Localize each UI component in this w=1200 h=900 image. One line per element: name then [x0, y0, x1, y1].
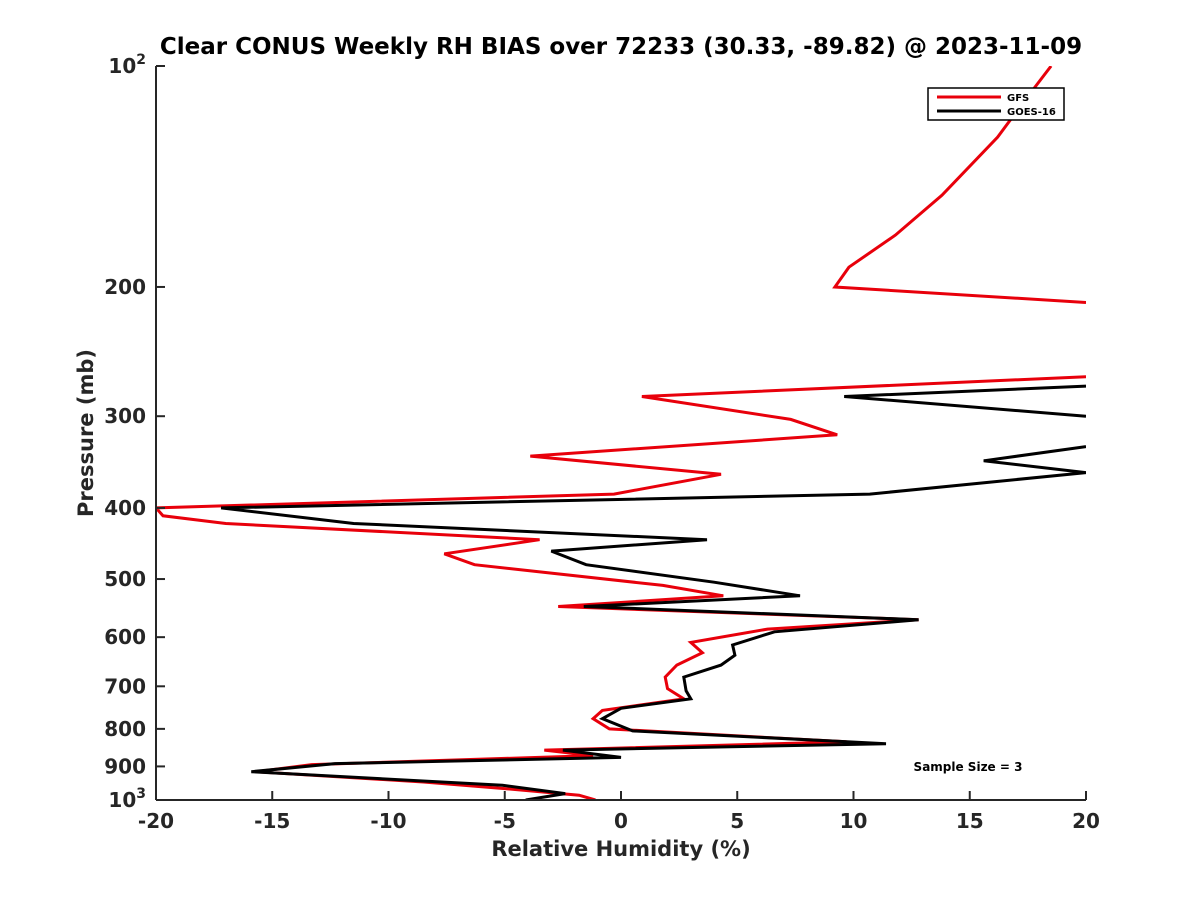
legend: GFS GOES-16 — [927, 87, 1065, 121]
legend-label: GOES-16 — [1007, 107, 1056, 118]
x-tick-label: 15 — [956, 809, 984, 833]
y-tick-label: 700 — [104, 674, 146, 698]
y-tick-label: 800 — [104, 717, 146, 741]
x-tick-label: 10 — [840, 809, 868, 833]
x-tick-label: 5 — [730, 809, 744, 833]
legend-label: GFS — [1007, 93, 1029, 104]
x-tick-label: -10 — [370, 809, 406, 833]
sample-size-annotation: Sample Size = 3 — [914, 760, 1023, 774]
y-tick-label: 102 — [108, 52, 146, 78]
series-line-gfs — [156, 66, 1086, 800]
y-tick-label: 200 — [104, 275, 146, 299]
chart-title: Clear CONUS Weekly RH BIAS over 72233 (3… — [160, 34, 1082, 60]
y-tick-label: 900 — [104, 754, 146, 778]
y-tick-label: 600 — [104, 625, 146, 649]
x-tick-label: -5 — [494, 809, 516, 833]
x-tick-label: -20 — [138, 809, 174, 833]
y-tick-label: 300 — [104, 404, 146, 428]
y-tick-label: 103 — [108, 786, 146, 812]
axes-layer — [155, 65, 1087, 801]
legend-entries: GFS GOES-16 — [937, 93, 1056, 118]
series-layer — [156, 66, 1086, 800]
x-tick-label: 0 — [614, 809, 628, 833]
x-tick-label: -15 — [254, 809, 290, 833]
x-tick-label: 20 — [1072, 809, 1100, 833]
y-axis-label: Pressure (mb) — [74, 349, 98, 517]
y-tick-label: 400 — [104, 496, 146, 520]
y-tick-labels: 102 200 300 400 500 600 700 800 900 103 — [104, 52, 146, 812]
x-axis-label: Relative Humidity (%) — [491, 837, 750, 861]
x-tick-labels: -20 -15 -10 -5 0 5 10 15 20 — [138, 809, 1100, 833]
legend-box — [927, 87, 1065, 121]
y-tick-label: 500 — [104, 567, 146, 591]
series-line-goes-16 — [220, 384, 1086, 800]
